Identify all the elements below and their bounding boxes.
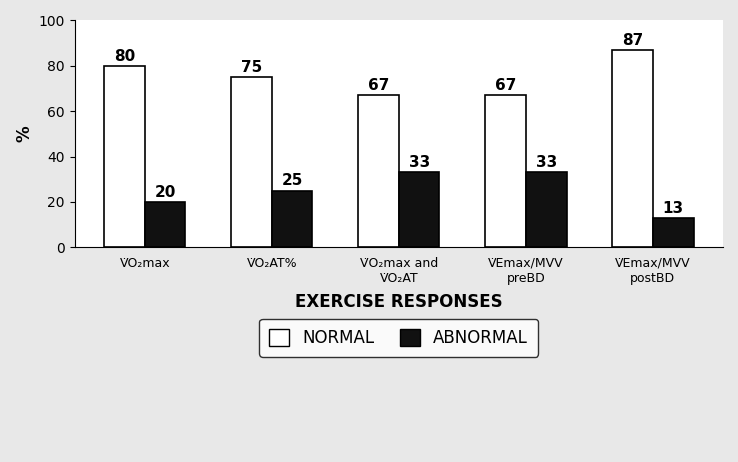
Bar: [485, 95, 526, 247]
Bar: [358, 95, 399, 247]
Bar: [526, 172, 567, 247]
Bar: [231, 77, 272, 247]
Bar: [272, 190, 312, 247]
Bar: [104, 66, 145, 247]
X-axis label: EXERCISE RESPONSES: EXERCISE RESPONSES: [295, 293, 503, 311]
Text: 20: 20: [154, 185, 176, 200]
Bar: [653, 218, 694, 247]
Bar: [399, 172, 439, 247]
Text: 33: 33: [536, 155, 556, 170]
Y-axis label: %: %: [15, 126, 33, 142]
Text: 67: 67: [368, 78, 389, 93]
Text: 13: 13: [663, 201, 684, 215]
Bar: [613, 50, 653, 247]
Text: 75: 75: [241, 60, 262, 75]
Text: 67: 67: [495, 78, 516, 93]
Text: 33: 33: [409, 155, 430, 170]
Text: 25: 25: [281, 173, 303, 188]
Text: 80: 80: [114, 49, 135, 64]
Legend: NORMAL, ABNORMAL: NORMAL, ABNORMAL: [260, 319, 538, 357]
Text: 87: 87: [622, 33, 644, 48]
Bar: [145, 202, 185, 247]
